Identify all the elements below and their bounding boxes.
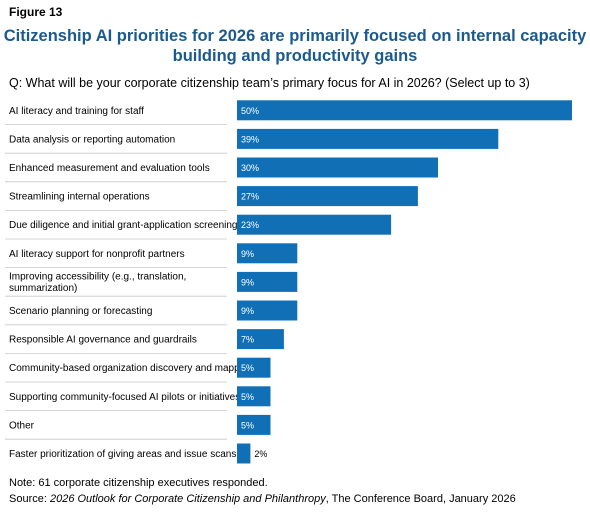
data-label: 23%	[241, 220, 259, 230]
category-label: Community-based organization discovery a…	[9, 363, 253, 374]
category-label-line: AI literacy support for nonprofit partne…	[9, 249, 185, 260]
category-label-line: Scenario planning or forecasting	[9, 306, 152, 317]
bar	[237, 386, 271, 407]
category-label-line: AI literacy and training for staff	[9, 106, 144, 117]
bar	[237, 100, 572, 121]
category-label: AI literacy and training for staff	[9, 106, 144, 117]
data-label: 9%	[241, 249, 254, 259]
category-label-line: Improving accessibility (e.g., translati…	[9, 272, 186, 283]
category-label: Enhanced measurement and evaluation tool…	[9, 163, 210, 174]
category-label: Due diligence and initial grant-applicat…	[9, 220, 237, 231]
chart-title-line-1: Citizenship AI priorities for 2026 are p…	[3, 27, 587, 45]
category-label-line: Data analysis or reporting automation	[9, 134, 175, 145]
category-label: Data analysis or reporting automation	[9, 134, 175, 145]
bar	[237, 186, 418, 207]
bar	[237, 128, 499, 149]
category-label: Responsible AI governance and guardrails	[9, 335, 197, 346]
data-label: 9%	[241, 306, 254, 316]
footnote: Note: 61 corporate citizenship executive…	[9, 477, 268, 489]
data-label: 5%	[241, 392, 254, 402]
category-label-line: Streamlining internal operations	[9, 192, 150, 203]
bar	[237, 243, 298, 264]
category-label-line: Other	[9, 420, 35, 431]
chart-title-line-2: building and productivity gains	[172, 47, 418, 65]
data-label: 9%	[241, 277, 254, 287]
data-label: 30%	[241, 163, 259, 173]
category-label-line: Responsible AI governance and guardrails	[9, 335, 197, 346]
source-prefix: Source:	[9, 493, 50, 505]
category-label: Faster prioritization of giving areas an…	[9, 449, 236, 460]
data-label: 2%	[254, 449, 267, 459]
category-label-line: Supporting community-focused AI pilots o…	[9, 392, 240, 403]
chart-title: Citizenship AI priorities for 2026 are p…	[0, 26, 590, 66]
category-label: Other	[9, 420, 35, 431]
source-publication: 2026 Outlook for Corporate Citizenship a…	[49, 493, 326, 505]
source-suffix: , The Conference Board, January 2026	[325, 493, 516, 505]
category-label-line: Faster prioritization of giving areas an…	[9, 449, 236, 460]
data-label: 7%	[241, 335, 254, 345]
bar-chart: AI literacy and training for staff 50% Dat…	[5, 100, 572, 464]
category-label: Improving accessibility (e.g., translati…	[9, 272, 186, 295]
category-label-line: Due diligence and initial grant-applicat…	[9, 220, 237, 231]
category-label: AI literacy support for nonprofit partne…	[9, 249, 185, 260]
bar	[237, 271, 298, 292]
data-label: 27%	[241, 192, 259, 202]
source-line: Source: 2026 Outlook for Corporate Citiz…	[9, 493, 516, 505]
category-label-line: Community-based organization discovery a…	[9, 363, 253, 374]
bar	[237, 157, 438, 178]
bar	[237, 443, 251, 464]
data-label: 50%	[241, 106, 259, 116]
bar	[237, 329, 284, 350]
figure-label: Figure 13	[9, 5, 63, 19]
survey-question: Q: What will be your corporate citizensh…	[9, 76, 530, 90]
bar	[237, 357, 271, 378]
bar	[237, 214, 392, 235]
data-label: 39%	[241, 134, 259, 144]
category-label: Supporting community-focused AI pilots o…	[9, 392, 240, 403]
bar	[237, 300, 298, 321]
category-label-line: summarization)	[9, 283, 77, 294]
data-label: 5%	[241, 420, 254, 430]
category-label: Streamlining internal operations	[9, 192, 150, 203]
bar	[237, 414, 271, 435]
data-label: 5%	[241, 363, 254, 373]
category-label: Scenario planning or forecasting	[9, 306, 152, 317]
category-label-line: Enhanced measurement and evaluation tool…	[9, 163, 210, 174]
